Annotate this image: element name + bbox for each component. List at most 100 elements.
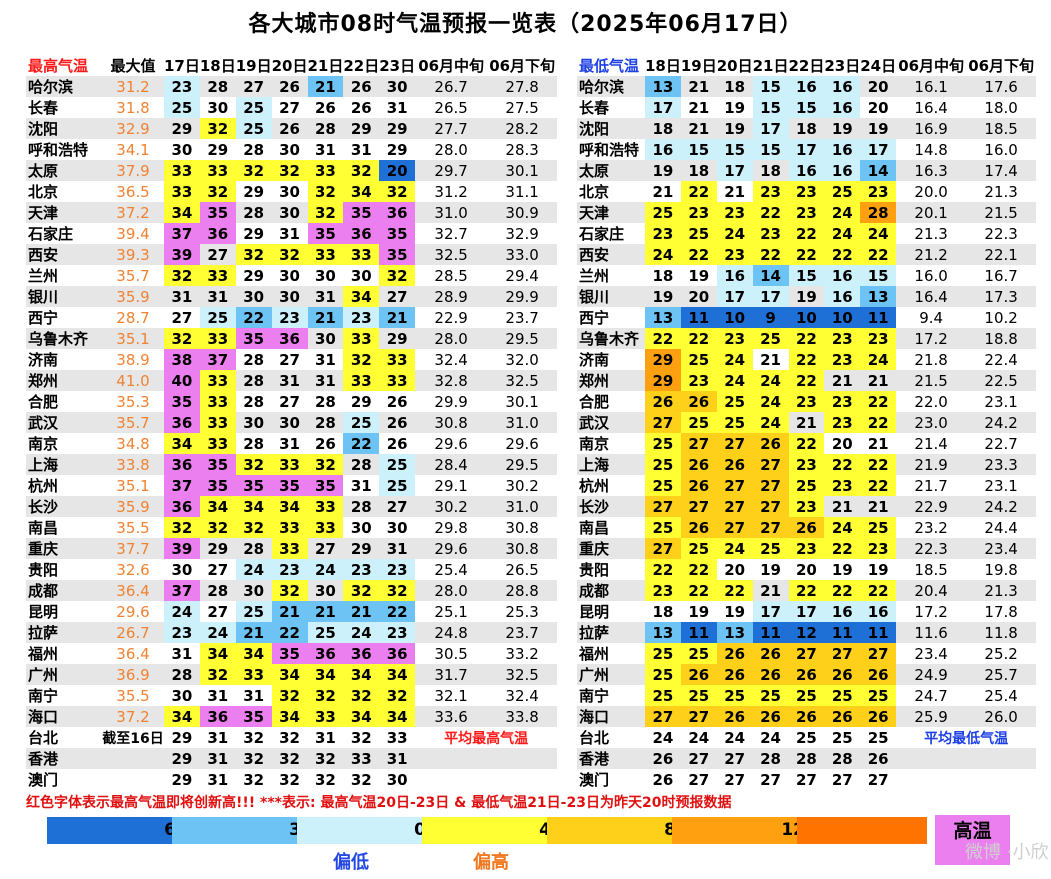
temp-cell: 24 bbox=[724, 728, 746, 747]
temp-cell: 11 bbox=[824, 622, 861, 643]
mid-avg: 24.9 bbox=[896, 664, 967, 685]
temp-cell: 22 bbox=[235, 307, 272, 328]
table-row: 重庆 27 25 24 25 23 22 23 22.3 23.4 bbox=[577, 538, 1037, 559]
temp-cell: 24 bbox=[860, 223, 897, 244]
temp-cell: 28 bbox=[343, 496, 380, 517]
temp-cell: 32 bbox=[343, 580, 380, 601]
late-avg: 23.3 bbox=[966, 454, 1037, 475]
temp-cell: 35 bbox=[271, 643, 308, 664]
temp-cell: 32 bbox=[307, 202, 344, 223]
table-row: 台北 截至16日 29 31 32 32 31 32 33 平均最高气温 bbox=[26, 727, 557, 748]
temp-cell: 23 bbox=[343, 559, 380, 580]
table-row: 沈阳 32.9 29 32 25 26 28 29 29 27.7 28.2 bbox=[26, 118, 558, 139]
temp-cell: 31 bbox=[315, 140, 336, 159]
table-row: 天津 25 23 23 22 23 24 28 20.1 21.5 bbox=[577, 202, 1037, 223]
city-name: 南宁 bbox=[28, 687, 59, 705]
temp-cell: 29 bbox=[386, 140, 408, 159]
max-value: 34.8 bbox=[116, 434, 150, 453]
temp-cell: 23 bbox=[271, 307, 308, 328]
mid-avg: 21.5 bbox=[896, 370, 967, 391]
row-note bbox=[415, 769, 557, 790]
max-value: 41.0 bbox=[102, 370, 164, 391]
legend-tick-6: 6 bbox=[164, 820, 176, 840]
city-name: 成都 bbox=[577, 580, 645, 601]
temp-cell: 32 bbox=[164, 328, 200, 349]
temp-cell: 33 bbox=[199, 265, 236, 286]
city-name: 合肥 bbox=[579, 393, 610, 411]
table-row: 郑州 29 23 24 24 22 21 21 21.5 22.5 bbox=[577, 370, 1037, 391]
temp-cell: 19 bbox=[831, 560, 853, 579]
temp-cell: 23 bbox=[752, 223, 789, 244]
mid-avg: 31.0 bbox=[415, 202, 488, 223]
temp-cell: 34 bbox=[271, 496, 308, 517]
temp-cell: 35 bbox=[199, 454, 236, 475]
temp-cell: 13 bbox=[716, 622, 753, 643]
temp-cell: 25 bbox=[199, 307, 236, 328]
temp-cell: 25 bbox=[796, 728, 817, 747]
city-name: 台北 bbox=[28, 729, 59, 747]
temp-cell: 18 bbox=[652, 602, 674, 621]
temp-cell: 27 bbox=[752, 475, 789, 496]
table-row: 西宁 13 11 10 9 10 10 11 9.4 10.2 bbox=[577, 307, 1036, 328]
temp-cell: 28 bbox=[315, 392, 336, 411]
temp-cell: 28 bbox=[235, 370, 272, 391]
min-header-cell: 19日 bbox=[680, 57, 717, 75]
temp-cell: 27 bbox=[279, 350, 300, 369]
temp-cell: 31 bbox=[350, 140, 372, 159]
temp-cell: 25 bbox=[788, 685, 825, 706]
late-avg: 17.6 bbox=[966, 76, 1037, 97]
mid-avg: 17.2 bbox=[914, 602, 948, 621]
late-avg: 25.7 bbox=[966, 664, 1037, 685]
temp-cell: 26 bbox=[315, 434, 336, 453]
temp-cell: 31 bbox=[279, 434, 300, 453]
temp-cell: 28 bbox=[243, 140, 265, 159]
temp-cell: 17 bbox=[788, 601, 825, 622]
temp-cell: 29 bbox=[171, 728, 193, 747]
temp-cell: 34 bbox=[199, 643, 236, 664]
temp-cell: 21 bbox=[860, 496, 897, 517]
temp-cell: 33 bbox=[307, 160, 344, 181]
temp-cell: 25 bbox=[680, 643, 717, 664]
mid-avg: 30.8 bbox=[415, 412, 488, 433]
late-avg: 23.7 bbox=[505, 308, 539, 327]
mid-avg: 24.8 bbox=[415, 622, 488, 643]
legend-deep-blue: 6 bbox=[47, 817, 176, 844]
temp-cell: 23 bbox=[788, 538, 825, 559]
temp-cell: 28 bbox=[343, 454, 380, 475]
temp-cell: 40 bbox=[164, 370, 200, 391]
mid-avg: 16.9 bbox=[896, 118, 967, 139]
late-avg: 30.2 bbox=[505, 476, 539, 495]
mid-avg: 21.8 bbox=[914, 350, 948, 369]
temp-cell: 22 bbox=[752, 244, 789, 265]
max-value: 31.2 bbox=[102, 76, 164, 97]
table-row: 贵阳 32.6 30 27 24 23 24 23 23 25.4 26.5 bbox=[26, 559, 557, 580]
city-name: 拉萨 bbox=[26, 622, 102, 643]
temp-cell: 23 bbox=[788, 454, 825, 475]
table-row: 南昌 35.5 32 32 32 33 33 30 30 29.8 30.8 bbox=[26, 517, 557, 538]
temp-cell: 23 bbox=[860, 328, 897, 349]
temp-cell: 19 bbox=[824, 118, 861, 139]
table-row: 济南 29 25 24 21 22 23 24 21.8 22.4 bbox=[577, 349, 1036, 370]
mid-avg: 30.2 bbox=[415, 496, 488, 517]
temp-cell: 38 bbox=[164, 349, 200, 370]
temp-cell: 32 bbox=[271, 685, 308, 706]
temp-cell: 16 bbox=[824, 265, 861, 286]
temp-cell: 31 bbox=[207, 728, 229, 747]
temp-cell: 28 bbox=[860, 202, 897, 223]
table-row: 成都 23 22 22 21 22 22 22 20.4 21.3 bbox=[577, 580, 1037, 601]
temp-cell: 27 bbox=[860, 643, 897, 664]
temp-cell: 23 bbox=[379, 622, 416, 643]
temp-cell: 27 bbox=[235, 76, 272, 97]
mid-avg: 21.2 bbox=[896, 244, 967, 265]
mid-avg: 29.8 bbox=[434, 518, 468, 537]
temp-cell: 25 bbox=[831, 728, 853, 747]
table-row: 呼和浩特 16 15 15 15 17 16 17 14.8 16.0 bbox=[577, 139, 1036, 160]
max-value: 35.5 bbox=[116, 518, 150, 537]
temp-cell: 37 bbox=[164, 580, 200, 601]
temp-cell: 29 bbox=[164, 118, 200, 139]
temp-cell: 32 bbox=[164, 517, 200, 538]
temp-cell: 31 bbox=[315, 350, 336, 369]
temp-cell: 26 bbox=[680, 664, 717, 685]
table-row: 澳门 26 27 27 27 27 27 27 bbox=[577, 769, 1036, 790]
temp-cell: 32 bbox=[271, 748, 308, 769]
